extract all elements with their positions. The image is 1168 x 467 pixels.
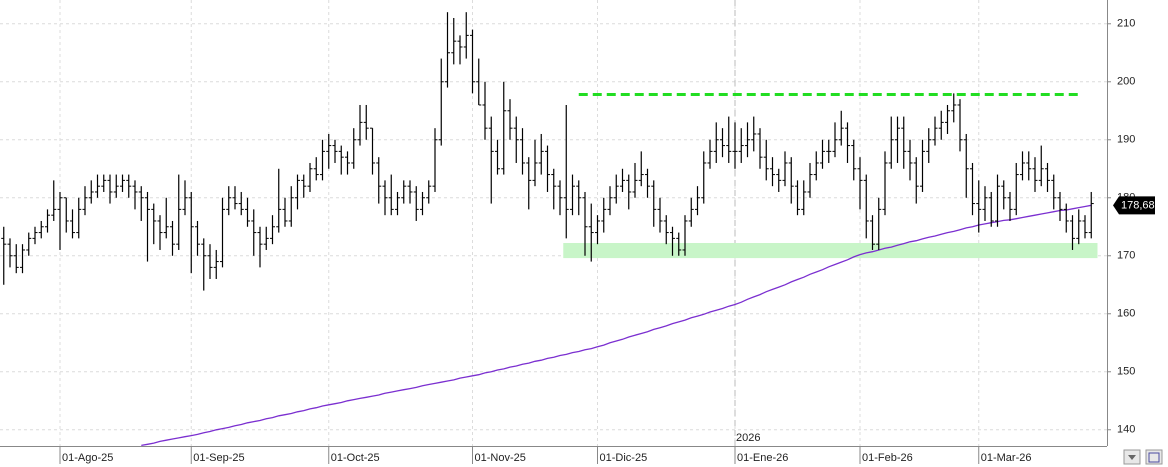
x-tick-label: 01-Ago-25 — [62, 452, 113, 464]
save-icon — [1148, 452, 1160, 463]
year-label: 2026 — [736, 432, 760, 444]
x-tick-label: 01-Feb-26 — [862, 452, 913, 464]
y-tick-label: 140 — [1117, 424, 1135, 436]
x-tick-label: 01-Nov-25 — [475, 452, 526, 464]
moving-average-line — [141, 204, 1092, 447]
price-tag-label: 178,68 — [1121, 199, 1155, 211]
y-tick-label: 210 — [1117, 18, 1135, 30]
price-tag — [1113, 196, 1155, 215]
y-tick-label: 190 — [1117, 134, 1135, 146]
y-tick-label: 200 — [1117, 76, 1135, 88]
scroll-icon — [1128, 455, 1136, 460]
x-tick-label: 01-Oct-25 — [331, 452, 380, 464]
x-tick-label: 01-Dic-25 — [600, 452, 648, 464]
x-tick-label: 01-Mar-26 — [981, 452, 1032, 464]
plot-area — [0, 0, 1107, 447]
x-tick-label: 01-Sep-25 — [193, 452, 244, 464]
y-tick-label: 170 — [1117, 250, 1135, 262]
y-tick-label: 160 — [1117, 308, 1135, 320]
y-tick-label: 150 — [1117, 366, 1135, 378]
support-zone — [563, 243, 1098, 259]
x-tick-label: 01-Ene-26 — [737, 452, 788, 464]
